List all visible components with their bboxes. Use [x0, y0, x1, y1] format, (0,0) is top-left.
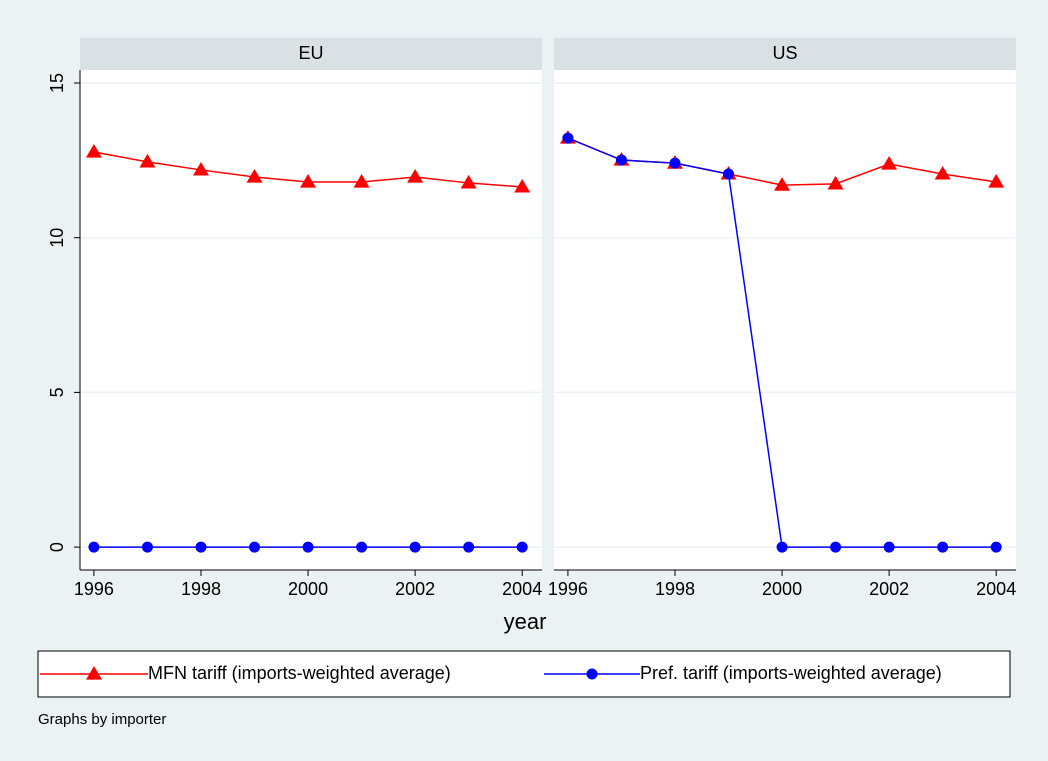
y-tick-label: 0: [47, 542, 67, 552]
data-point: [934, 165, 951, 180]
data-point: [246, 169, 263, 183]
data-point: [516, 541, 528, 553]
data-point: [249, 541, 261, 553]
data-point: [774, 177, 791, 191]
legend-label: MFN tariff (imports-weighted average): [148, 663, 451, 683]
data-point: [407, 169, 424, 183]
panel-title: EU: [298, 43, 323, 63]
data-point: [85, 143, 102, 158]
data-point: [669, 157, 681, 169]
panel-title: US: [772, 43, 797, 63]
x-tick-label: 1996: [548, 579, 588, 599]
data-point: [830, 541, 842, 553]
x-tick-label: 1998: [181, 579, 221, 599]
data-point: [776, 541, 788, 553]
data-point: [937, 541, 949, 553]
x-tick-label: 1996: [74, 579, 114, 599]
data-point: [195, 541, 207, 553]
data-point: [356, 541, 368, 553]
x-tick-label: 2004: [976, 579, 1016, 599]
y-tick-label: 5: [47, 387, 67, 397]
data-point: [827, 175, 844, 190]
data-point: [192, 161, 209, 176]
y-tick-label: 10: [47, 228, 67, 248]
data-point: [615, 154, 627, 166]
legend-marker: [586, 668, 598, 680]
x-tick-label: 2002: [395, 579, 435, 599]
x-tick-label: 1998: [655, 579, 695, 599]
plot-area: [554, 70, 1016, 570]
x-tick-label: 2000: [288, 579, 328, 599]
data-point: [88, 541, 100, 553]
data-point: [300, 174, 317, 188]
legend-label: Pref. tariff (imports-weighted average): [640, 663, 942, 683]
x-tick-label: 2002: [869, 579, 909, 599]
x-tick-label: 2000: [762, 579, 802, 599]
data-point: [881, 156, 898, 170]
data-point: [353, 174, 370, 188]
panel-header: [80, 38, 542, 70]
data-point: [141, 541, 153, 553]
legend-marker: [86, 666, 102, 680]
note: Graphs by importer: [38, 711, 166, 728]
data-point: [883, 541, 895, 553]
panel-header: [554, 38, 1016, 70]
data-point: [990, 541, 1002, 553]
data-point: [463, 541, 475, 553]
data-point: [723, 168, 735, 180]
x-axis-label: year: [504, 609, 547, 634]
legend-box: [37, 650, 1011, 698]
data-point: [409, 541, 421, 553]
y-tick-label: 15: [47, 73, 67, 93]
data-point: [460, 174, 477, 189]
data-point: [139, 153, 156, 168]
data-point: [988, 174, 1005, 188]
plot-area: [80, 70, 542, 570]
data-point: [514, 178, 531, 193]
data-point: [562, 132, 574, 144]
x-tick-label: 2004: [502, 579, 542, 599]
data-point: [302, 541, 314, 553]
